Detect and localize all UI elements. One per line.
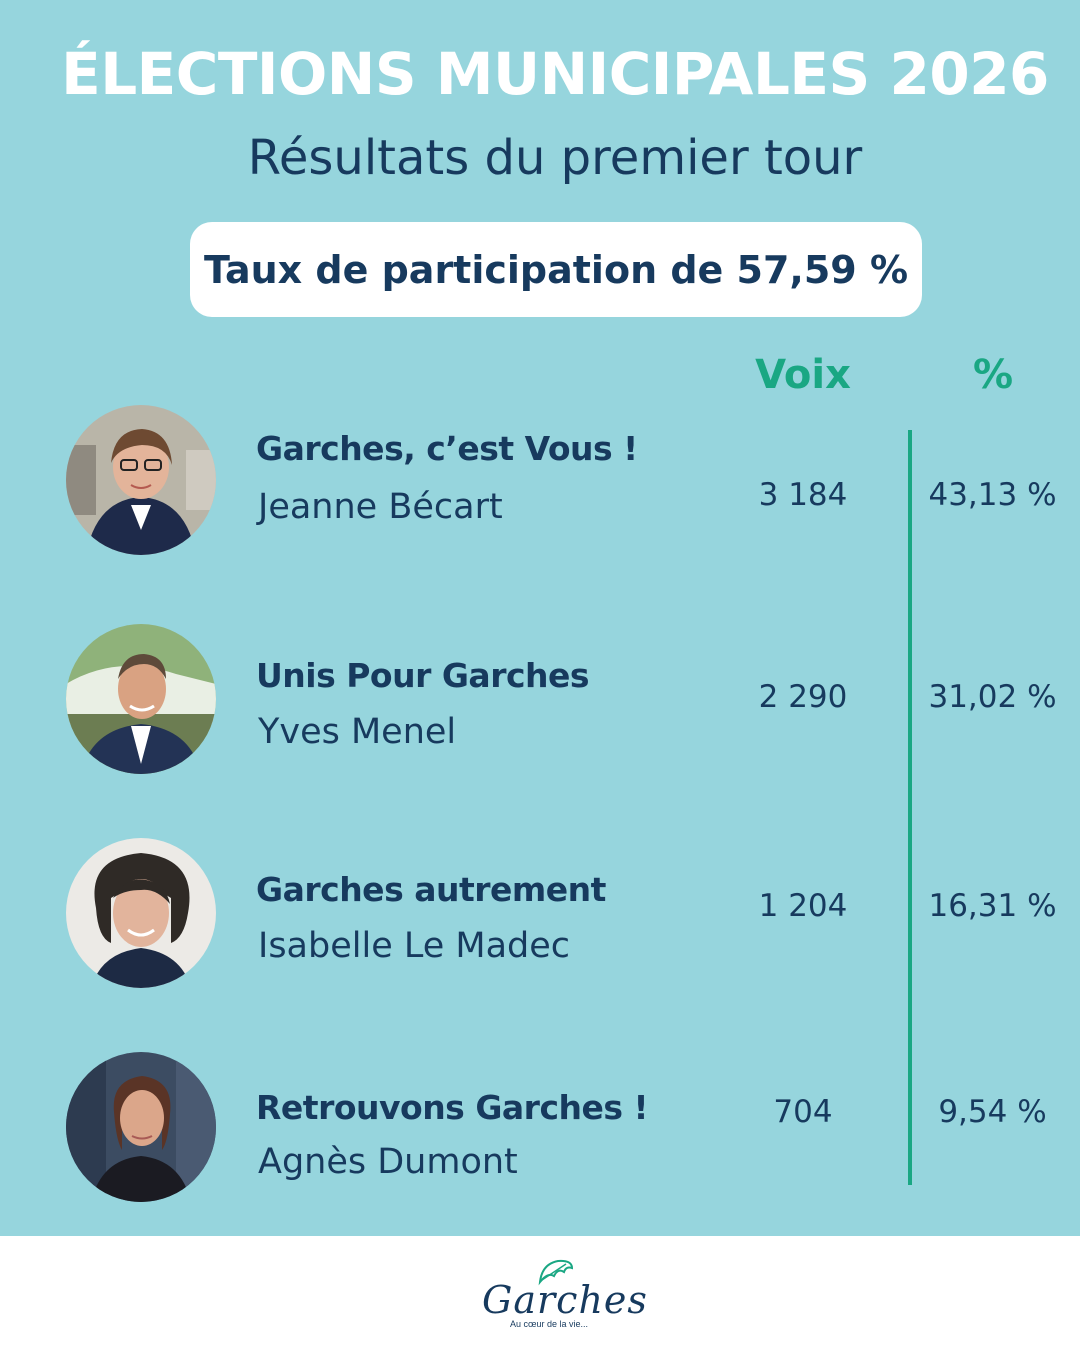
footer: Garches Au cœur de la vie...: [0, 1236, 1080, 1350]
candidate-photo: [66, 405, 216, 555]
logo-tagline: Au cœur de la vie...: [510, 1319, 589, 1329]
candidate-name: Isabelle Le Madec: [258, 926, 571, 966]
candidate-photo: [66, 1052, 216, 1202]
participation-badge: Taux de participation de 57,59 %: [190, 222, 922, 317]
logo-wordmark: Garches: [482, 1278, 648, 1322]
list-name: Garches, c’est Vous !: [256, 429, 638, 468]
candidate-row: Retrouvons Garches ! Agnès Dumont 704 9,…: [0, 1052, 1080, 1202]
column-header-percent: %: [972, 352, 1014, 398]
candidate-row: Garches, c’est Vous ! Jeanne Bécart 3 18…: [0, 405, 1080, 555]
candidate-name: Yves Menel: [258, 712, 457, 752]
votes-count: 1 204: [758, 888, 848, 924]
leaf-icon: [538, 1259, 574, 1286]
candidate-name: Agnès Dumont: [258, 1142, 518, 1182]
list-name: Unis Pour Garches: [256, 656, 590, 695]
column-divider: [908, 430, 912, 1185]
votes-percent: 9,54 %: [938, 1094, 1047, 1130]
candidate-photo: [66, 624, 216, 774]
page-title: ÉLECTIONS MUNICIPALES 2026: [61, 40, 1049, 108]
candidate-photo: [66, 838, 216, 988]
participation-text: Taux de participation de 57,59 %: [203, 247, 909, 292]
votes-count: 3 184: [758, 477, 848, 513]
list-name: Garches autrement: [256, 870, 606, 909]
candidate-name: Jeanne Bécart: [258, 487, 503, 527]
page-subtitle: Résultats du premier tour: [247, 130, 863, 186]
votes-percent: 31,02 %: [928, 679, 1057, 715]
votes-percent: 16,31 %: [928, 888, 1057, 924]
column-header-voix: Voix: [755, 352, 851, 398]
votes-count: 2 290: [758, 679, 848, 715]
garches-logo: Garches Au cœur de la vie...: [480, 1258, 647, 1338]
list-name: Retrouvons Garches !: [256, 1088, 649, 1127]
votes-count: 704: [773, 1094, 833, 1130]
candidate-row: Garches autrement Isabelle Le Madec 1 20…: [0, 838, 1080, 988]
votes-percent: 43,13 %: [928, 477, 1057, 513]
candidate-row: Unis Pour Garches Yves Menel 2 290 31,02…: [0, 624, 1080, 774]
